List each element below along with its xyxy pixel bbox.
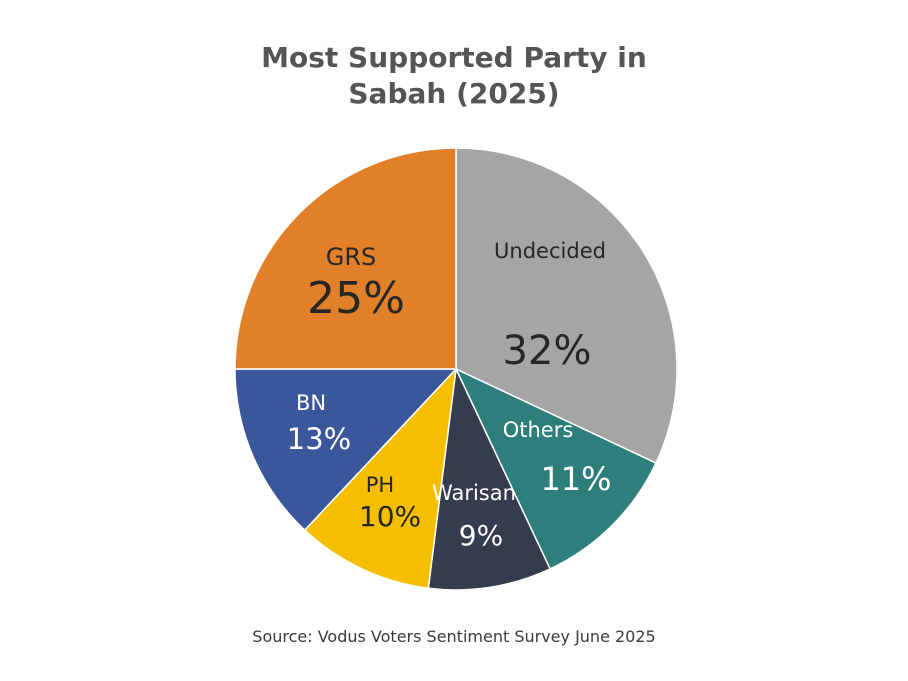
pie-value-bn: 13% bbox=[287, 422, 351, 456]
pie-slice-undecided bbox=[455, 147, 678, 465]
chart-title-line-1: Most Supported Party in bbox=[261, 41, 647, 74]
pie-label-bn: BN bbox=[296, 391, 326, 415]
pie-labels: Undecided 32% Others 11% Warisan 9% PH 10% BN 13%… bbox=[287, 239, 612, 552]
pie-value-ph: 10% bbox=[359, 500, 421, 533]
pie-label-warisan: Warisan bbox=[432, 481, 516, 505]
source-note: Source: Vodus Voters Sentiment Survey Ju… bbox=[252, 627, 656, 646]
pie-label-ph: PH bbox=[366, 473, 394, 497]
pie-slice-ph bbox=[303, 366, 458, 590]
pie-label-grs: GRS bbox=[326, 243, 377, 271]
pie-value-warisan: 9% bbox=[459, 519, 503, 552]
pie-value-grs: 25% bbox=[307, 273, 405, 324]
pie-value-others: 11% bbox=[540, 460, 611, 498]
chart-title: Most Supported Party in Sabah (2025) bbox=[0, 40, 908, 112]
pie-label-others: Others bbox=[503, 418, 574, 442]
pie-label-undecided: Undecided bbox=[494, 239, 606, 263]
pie-slice-warisan bbox=[427, 366, 552, 591]
pie-value-undecided: 32% bbox=[503, 328, 592, 374]
pie-slice-grs bbox=[234, 147, 457, 370]
chart-title-line-2: Sabah (2025) bbox=[348, 77, 560, 110]
pie-slice-bn bbox=[234, 368, 458, 532]
pie-slices bbox=[234, 147, 678, 591]
pie-slice-others bbox=[454, 367, 657, 570]
